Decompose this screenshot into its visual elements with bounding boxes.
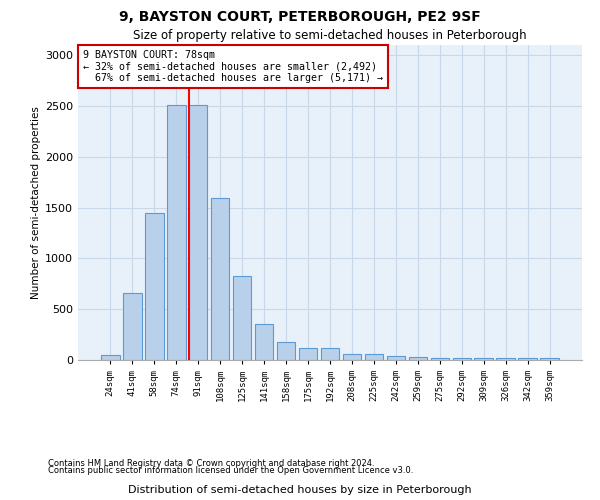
Bar [145,212,164,360]
Bar [299,348,317,360]
Bar [101,355,119,360]
Bar [452,358,471,360]
Bar [277,342,295,360]
Bar [233,276,251,360]
Text: Contains HM Land Registry data © Crown copyright and database right 2024.: Contains HM Land Registry data © Crown c… [48,458,374,468]
Text: 9, BAYSTON COURT, PETERBOROUGH, PE2 9SF: 9, BAYSTON COURT, PETERBOROUGH, PE2 9SF [119,10,481,24]
Bar [496,358,515,360]
Text: Contains public sector information licensed under the Open Government Licence v3: Contains public sector information licen… [48,466,413,475]
Bar [123,293,142,360]
Bar [343,354,361,360]
Y-axis label: Number of semi-detached properties: Number of semi-detached properties [31,106,41,299]
Bar [320,348,340,360]
Bar [518,358,537,360]
Bar [386,356,405,360]
Bar [167,105,185,360]
Title: Size of property relative to semi-detached houses in Peterborough: Size of property relative to semi-detach… [133,30,527,43]
Bar [365,354,383,360]
Bar [541,358,559,360]
Bar [431,358,449,360]
Bar [211,198,229,360]
Bar [255,324,274,360]
Text: Distribution of semi-detached houses by size in Peterborough: Distribution of semi-detached houses by … [128,485,472,495]
Bar [409,357,427,360]
Bar [475,358,493,360]
Bar [189,105,208,360]
Text: 9 BAYSTON COURT: 78sqm
← 32% of semi-detached houses are smaller (2,492)
  67% o: 9 BAYSTON COURT: 78sqm ← 32% of semi-det… [83,50,383,83]
